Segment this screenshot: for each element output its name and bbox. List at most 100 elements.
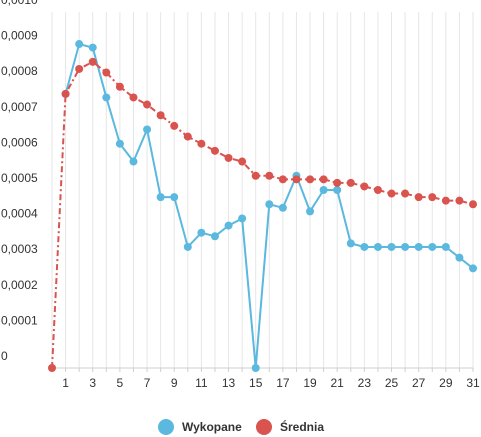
series-wykopane-point[interactable] bbox=[156, 193, 165, 202]
x-tick-label: 5 bbox=[117, 376, 124, 390]
x-tick-label: 21 bbox=[331, 376, 345, 390]
series-wykopane-point[interactable] bbox=[401, 242, 410, 251]
series-srednia-point[interactable] bbox=[224, 153, 233, 162]
series-srednia-point[interactable] bbox=[333, 178, 342, 187]
series-wykopane-point[interactable] bbox=[278, 203, 287, 212]
legend-swatch bbox=[158, 419, 174, 435]
series-wykopane-point[interactable] bbox=[265, 200, 274, 209]
series-wykopane-point[interactable] bbox=[170, 193, 179, 202]
y-tick-label: 0,0008 bbox=[1, 64, 38, 78]
series-wykopane-point[interactable] bbox=[387, 242, 396, 251]
y-tick-label: 0,0005 bbox=[1, 171, 38, 185]
series-srednia-point[interactable] bbox=[360, 182, 369, 191]
series-srednia-point[interactable] bbox=[428, 193, 437, 202]
x-tick-label: 27 bbox=[412, 376, 426, 390]
series-srednia-point[interactable] bbox=[441, 196, 450, 205]
series-wykopane-point[interactable] bbox=[441, 242, 450, 251]
legend-item-wykopane[interactable]: Wykopane bbox=[158, 419, 242, 435]
y-tick-label: 0,0007 bbox=[1, 100, 38, 114]
series-srednia-point[interactable] bbox=[292, 175, 301, 184]
series-srednia-point[interactable] bbox=[115, 82, 124, 91]
legend: Wykopane Średnia bbox=[158, 419, 324, 435]
series-wykopane-point[interactable] bbox=[251, 364, 260, 372]
y-tick-label: 0,0003 bbox=[1, 242, 38, 256]
series-srednia-point[interactable] bbox=[129, 93, 138, 102]
series-srednia-point[interactable] bbox=[401, 189, 410, 198]
series-wykopane-point[interactable] bbox=[115, 139, 124, 148]
series-wykopane-point[interactable] bbox=[373, 242, 382, 251]
legend-label: Średnia bbox=[280, 419, 324, 434]
y-tick-label: 0,0001 bbox=[1, 313, 38, 327]
x-tick-label: 23 bbox=[358, 376, 372, 390]
series-srednia-point[interactable] bbox=[265, 171, 274, 180]
series-srednia-point[interactable] bbox=[183, 132, 192, 141]
x-tick-label: 1 bbox=[62, 376, 69, 390]
x-tick-label: 3 bbox=[89, 376, 96, 390]
series-srednia-point[interactable] bbox=[210, 146, 219, 155]
x-tick-label: 11 bbox=[195, 376, 208, 390]
series-srednia-point[interactable] bbox=[346, 178, 355, 187]
x-tick-label: 9 bbox=[171, 376, 178, 390]
series-wykopane-point[interactable] bbox=[346, 239, 355, 248]
series-srednia-point[interactable] bbox=[319, 175, 328, 184]
legend-item-srednia[interactable]: Średnia bbox=[256, 419, 324, 435]
series-wykopane-point[interactable] bbox=[102, 93, 111, 102]
series-srednia-point[interactable] bbox=[373, 186, 382, 194]
series-wykopane-point[interactable] bbox=[210, 232, 219, 241]
y-tick-label: 0 bbox=[1, 349, 8, 363]
series-wykopane-point[interactable] bbox=[183, 242, 192, 251]
x-tick-label: 19 bbox=[303, 376, 317, 390]
series-srednia-point[interactable] bbox=[170, 121, 179, 130]
x-tick-label: 29 bbox=[439, 376, 453, 390]
y-tick-label: 0,0006 bbox=[1, 135, 38, 149]
series-wykopane-point[interactable] bbox=[238, 214, 247, 223]
series-srednia-point[interactable] bbox=[48, 364, 56, 372]
axes: 0 0,0001 0,0002 0,0003 0,0004 0,0005 0,0006 0,0… bbox=[1, 0, 480, 390]
x-tick-label: 17 bbox=[276, 376, 290, 390]
series-wykopane-point[interactable] bbox=[428, 242, 437, 251]
x-tick-label: 31 bbox=[466, 376, 480, 390]
series-area bbox=[48, 40, 477, 372]
series-srednia-line bbox=[51, 60, 474, 369]
x-tick-label: 7 bbox=[144, 376, 151, 390]
series-srednia-point[interactable] bbox=[455, 196, 464, 205]
series-srednia-point[interactable] bbox=[75, 64, 84, 73]
series-srednia-point[interactable] bbox=[278, 175, 287, 184]
series-wykopane-point[interactable] bbox=[306, 207, 315, 216]
y-tick-label: 0,0004 bbox=[1, 207, 38, 221]
legend-label: Wykopane bbox=[182, 420, 242, 434]
series-wykopane-point[interactable] bbox=[75, 40, 84, 49]
series-wykopane-point[interactable] bbox=[88, 43, 97, 52]
series-srednia-point[interactable] bbox=[88, 57, 97, 66]
series-srednia-point[interactable] bbox=[156, 111, 165, 120]
series-srednia-point[interactable] bbox=[414, 193, 423, 202]
series-wykopane-point[interactable] bbox=[469, 264, 477, 273]
x-tick-label: 15 bbox=[249, 376, 263, 390]
series-wykopane-point[interactable] bbox=[333, 186, 342, 194]
grid bbox=[51, 12, 474, 368]
legend-swatch bbox=[256, 419, 272, 435]
series-wykopane-point[interactable] bbox=[197, 228, 206, 237]
series-wykopane-point[interactable] bbox=[143, 125, 152, 134]
y-tick-label: 0,0009 bbox=[1, 29, 38, 43]
y-tick-label: 0,0002 bbox=[1, 278, 38, 292]
series-srednia-point[interactable] bbox=[238, 157, 247, 166]
series-srednia-point[interactable] bbox=[61, 89, 70, 98]
series-wykopane-point[interactable] bbox=[455, 253, 464, 262]
series-wykopane-point[interactable] bbox=[414, 242, 423, 251]
series-srednia-point[interactable] bbox=[387, 189, 396, 198]
series-srednia-point[interactable] bbox=[251, 171, 260, 180]
series-srednia-point[interactable] bbox=[102, 68, 111, 77]
series-wykopane-point[interactable] bbox=[360, 242, 369, 251]
series-srednia-point[interactable] bbox=[306, 175, 315, 184]
series-srednia-point[interactable] bbox=[469, 200, 477, 209]
series-wykopane-point[interactable] bbox=[224, 221, 233, 230]
series-srednia-point[interactable] bbox=[197, 139, 206, 148]
series-wykopane-point[interactable] bbox=[129, 157, 138, 166]
y-tick-label: 0,0010 bbox=[1, 0, 38, 7]
series-wykopane-point[interactable] bbox=[319, 186, 328, 194]
x-tick-label: 13 bbox=[222, 376, 236, 390]
series-srednia-point[interactable] bbox=[143, 100, 152, 109]
